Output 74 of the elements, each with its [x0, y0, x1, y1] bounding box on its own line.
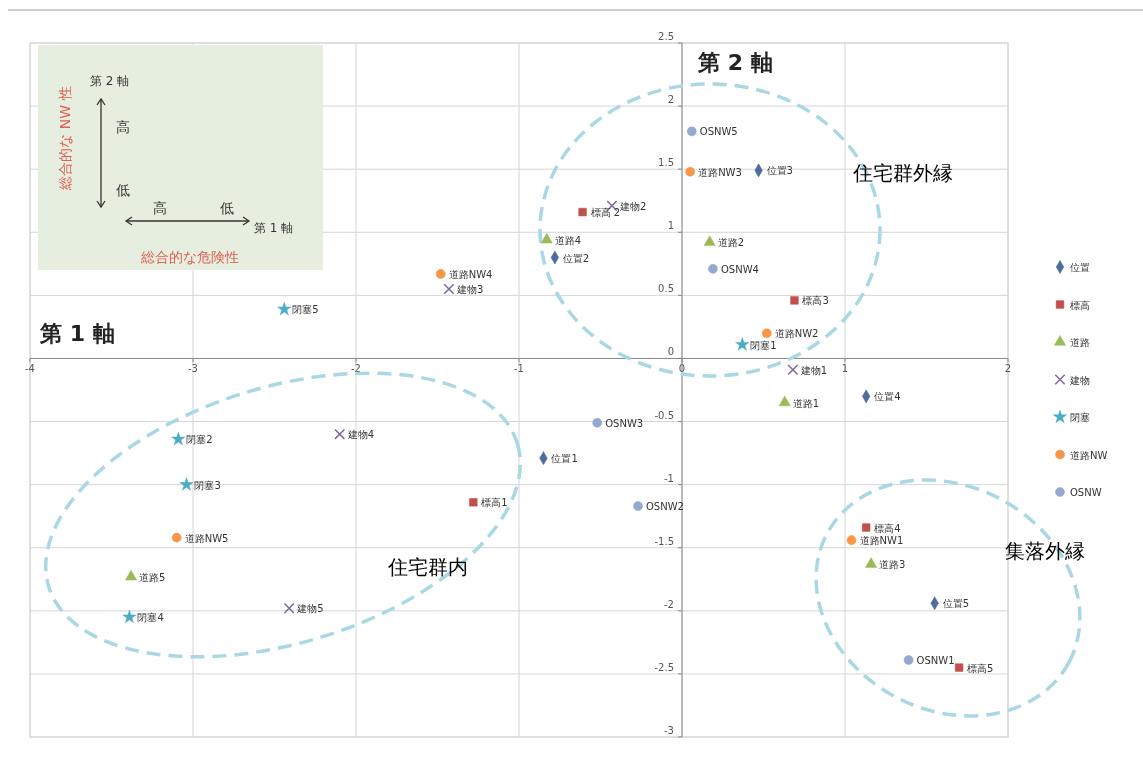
x-tick-label: 0	[678, 363, 686, 375]
annotation: 住宅群内	[387, 555, 468, 579]
annotation: 閉塞5	[292, 304, 319, 316]
y-tick-label: 1	[667, 220, 674, 232]
annotation: 位置4	[874, 391, 901, 403]
annotation: 建物3	[455, 284, 484, 296]
annotation: 建物2	[618, 200, 647, 212]
legend-label: 道路	[1070, 337, 1090, 348]
x-tick-label: -2	[351, 363, 361, 375]
annotation: OSNW4	[720, 263, 759, 275]
annotation: 位置3	[766, 165, 793, 177]
annotation: 道路2	[717, 237, 745, 249]
annotation: 道路NW1	[859, 535, 904, 547]
legend-label: 標高	[1070, 299, 1090, 311]
annotation: 道路NW3	[698, 166, 742, 178]
annotation: 道路NW5	[184, 532, 229, 544]
legend-label: 道路NW	[1070, 449, 1108, 461]
annotation: 道路1	[792, 397, 820, 409]
annotation: 閉塞4	[137, 612, 164, 624]
x-tick-label: -3	[188, 363, 198, 375]
y-tick-label: 2.5	[658, 31, 674, 42]
annotation: 低	[220, 200, 234, 216]
annotation: 標高1	[481, 497, 508, 509]
annotation: 建物1	[799, 364, 828, 376]
legend-label: 位置	[1070, 262, 1090, 273]
annotation: 高	[116, 119, 130, 135]
annotation: 第 1 軸	[254, 221, 294, 235]
annotation: 標高3	[802, 295, 829, 307]
annotation: 総合的な危険性	[140, 249, 239, 265]
annotation: 標高 2	[590, 207, 621, 219]
annotation: OSNW1	[916, 655, 955, 667]
annotation: 集落外縁	[1005, 539, 1085, 563]
annotation: 位置5	[942, 598, 970, 610]
y-tick-label: 2	[667, 94, 674, 106]
y-tick-label: 0.5	[658, 283, 674, 295]
annotation: 道路5	[139, 571, 166, 583]
y-tick-label: -2.5	[654, 661, 674, 673]
annotation: OSNW3	[605, 417, 644, 429]
x-tick-label: 1	[841, 363, 849, 375]
annotation: 閉塞3	[194, 479, 221, 491]
annotation: 道路3	[879, 559, 906, 571]
annotation: 総合的な NW 性	[57, 86, 73, 191]
annotation: 標高4	[874, 522, 901, 534]
annotation: 位置2	[562, 252, 590, 264]
annotation: 建物4	[346, 429, 375, 441]
annotation: 高	[153, 200, 167, 216]
y-tick-label: -0.5	[654, 409, 674, 421]
legend-label: 閉塞	[1070, 412, 1090, 423]
annotation: 道路NW4	[448, 268, 493, 280]
x-axis-title: 第 1 軸	[39, 321, 115, 346]
annotation: OSNW2	[645, 501, 684, 513]
y-tick-label: -1	[664, 472, 674, 484]
annotation: 住宅群外縁	[852, 161, 953, 185]
annotation: 建物5	[296, 603, 324, 615]
annotation: 位置1	[551, 453, 578, 465]
annotation: 道路4	[554, 234, 582, 246]
legend-label: OSNW	[1070, 487, 1102, 498]
annotation: 道路NW2	[774, 328, 819, 340]
y-tick-label: -2	[664, 598, 674, 610]
y-tick-label: 1.5	[658, 157, 674, 169]
x-tick-label: -4	[25, 363, 35, 375]
annotation: 低	[116, 182, 130, 198]
y-tick-label: 0	[667, 346, 674, 358]
annotation: 第 2 軸	[90, 74, 130, 88]
y-tick-label: -1.5	[654, 535, 674, 547]
y-axis-title: 第 2 軸	[697, 50, 773, 75]
annotation: 閉塞2	[186, 434, 213, 446]
y-tick-label: -3	[664, 725, 674, 736]
x-tick-label: -1	[514, 363, 524, 375]
legend-label: 建物	[1069, 374, 1090, 386]
annotation: 標高5	[967, 662, 994, 674]
annotation: OSNW5	[699, 126, 738, 138]
annotation: 閉塞1	[750, 339, 777, 351]
x-tick-label: 2	[1004, 363, 1012, 375]
